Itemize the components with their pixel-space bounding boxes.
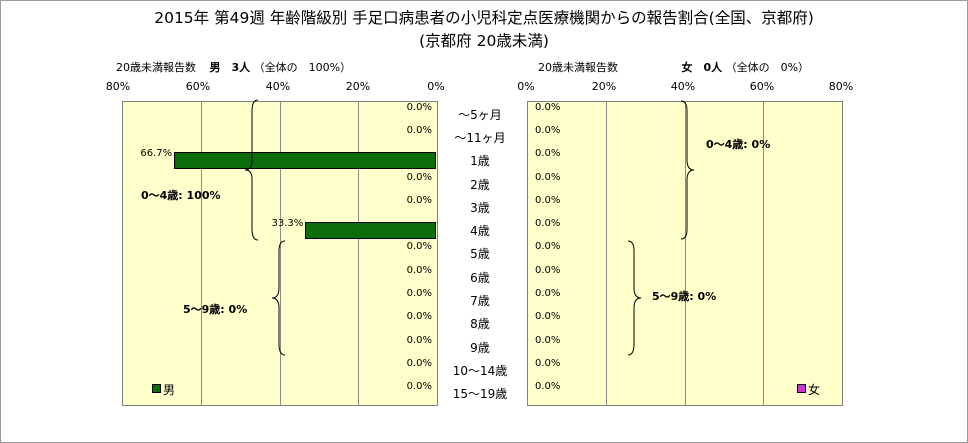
male-value-label: 0.0% xyxy=(406,171,432,183)
male-value-label: 0.0% xyxy=(406,357,432,369)
female-bracket-0-4 xyxy=(680,100,695,240)
category-label: ～11ヶ月 xyxy=(454,130,506,145)
female-value-label: 0.0% xyxy=(535,381,561,393)
chart-subtitle: (京都府 20歳未満) xyxy=(419,32,549,50)
gridline xyxy=(358,102,359,405)
male-value-label: 0.0% xyxy=(406,264,432,276)
male-value-label: 0.0% xyxy=(406,381,432,393)
male-legend-swatch xyxy=(152,384,161,393)
female-legend: 女 xyxy=(797,381,820,398)
category-label: 1歳 xyxy=(470,154,490,169)
female-group-label-0-4: 0～4歳: 0% xyxy=(706,138,771,151)
female-value-label: 0.0% xyxy=(535,311,561,323)
left-tick-label: 20% xyxy=(345,80,371,93)
gridline xyxy=(201,102,202,405)
category-label: 9歳 xyxy=(470,340,490,355)
female-value-label: 0.0% xyxy=(535,124,561,136)
female-value-label: 0.0% xyxy=(535,241,561,253)
right-tick-label: 0% xyxy=(517,80,535,93)
male-value-label: 33.3% xyxy=(271,218,304,230)
gridline xyxy=(606,102,607,405)
female-value-label: 0.0% xyxy=(535,101,561,113)
female-value-label: 0.0% xyxy=(535,148,561,160)
male-bracket-5-9 xyxy=(271,240,286,356)
male-group-label-5-9: 5～9歳: 0% xyxy=(183,303,248,316)
left-tick-label: 0% xyxy=(427,80,445,93)
male-value-label: 0.0% xyxy=(406,124,432,136)
female-value-label: 0.0% xyxy=(535,171,561,183)
male-bracket-0-4 xyxy=(244,99,259,241)
male-value-label: 0.0% xyxy=(406,334,432,346)
male-value-label: 0.0% xyxy=(406,241,432,253)
male-group-label-0-4: 0～4歳: 100% xyxy=(141,189,221,202)
female-value-label: 0.0% xyxy=(535,264,561,276)
female-plot-area xyxy=(527,101,843,406)
female-value-label: 0.0% xyxy=(535,288,561,300)
female-share-label: （全体の 0%） xyxy=(725,61,810,74)
male-header: 20歳未満報告数 男 3人 （全体の 100%） xyxy=(116,59,351,75)
female-legend-swatch xyxy=(797,384,806,393)
category-label: 7歳 xyxy=(470,294,490,309)
right-tick-label: 60% xyxy=(749,80,775,93)
female-bracket-5-9 xyxy=(627,240,642,356)
male-value-label: 66.7% xyxy=(140,148,173,160)
male-header-label: 20歳未満報告数 xyxy=(116,61,196,74)
category-label: 5歳 xyxy=(470,247,490,262)
right-tick-label: 80% xyxy=(828,80,854,93)
female-value-label: 0.0% xyxy=(535,357,561,369)
left-tick-label: 60% xyxy=(185,80,211,93)
left-tick-label: 40% xyxy=(265,80,291,93)
female-value-label: 0.0% xyxy=(535,334,561,346)
right-tick-label: 40% xyxy=(670,80,696,93)
male-legend: 男 xyxy=(152,381,175,398)
category-label: 4歳 xyxy=(470,224,490,239)
male-legend-label: 男 xyxy=(163,383,176,397)
category-label: 2歳 xyxy=(470,177,490,192)
male-bar xyxy=(305,221,436,239)
male-bar xyxy=(174,151,436,169)
female-group-label-5-9: 5～9歳: 0% xyxy=(652,290,717,303)
male-value-label: 0.0% xyxy=(406,101,432,113)
category-label: 6歳 xyxy=(470,270,490,285)
male-value-label: 0.0% xyxy=(406,311,432,323)
female-legend-label: 女 xyxy=(808,383,821,397)
category-label: 10～14歳 xyxy=(452,363,508,378)
chart-title: 2015年 第49週 年齢階級別 手足口病患者の小児科定点医療機関からの報告割合… xyxy=(154,9,814,27)
gridline xyxy=(763,102,764,405)
male-value-label: 0.0% xyxy=(406,288,432,300)
category-label: 15～19歳 xyxy=(452,387,508,402)
category-label: 3歳 xyxy=(470,200,490,215)
male-count-label: 男 3人 xyxy=(209,61,251,74)
male-share-label: （全体の 100%） xyxy=(253,61,352,74)
gridline xyxy=(280,102,281,405)
female-header: 20歳未満報告数 女 0人 （全体の 0%） xyxy=(538,59,809,75)
female-count-label: 女 0人 xyxy=(681,61,723,74)
left-tick-label: 80% xyxy=(105,80,131,93)
category-label: ～5ヶ月 xyxy=(458,107,502,122)
gridline xyxy=(685,102,686,405)
male-value-label: 0.0% xyxy=(406,194,432,206)
right-tick-label: 20% xyxy=(591,80,617,93)
female-header-label: 20歳未満報告数 xyxy=(538,61,618,74)
female-value-label: 0.0% xyxy=(535,218,561,230)
category-label: 8歳 xyxy=(470,317,490,332)
female-value-label: 0.0% xyxy=(535,194,561,206)
